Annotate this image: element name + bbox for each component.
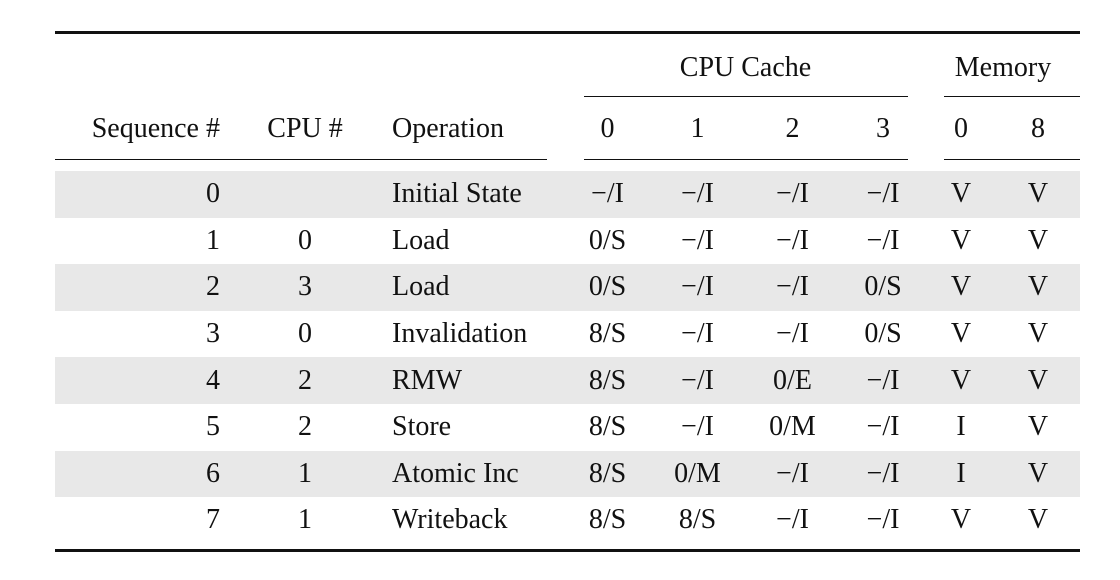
- cell-cpu: 0: [298, 318, 312, 350]
- cell-sequence: 5: [206, 411, 220, 443]
- cell-sequence: 1: [206, 224, 220, 256]
- cell-memory-8: V: [1027, 504, 1049, 536]
- cell-cache-1: −/I: [681, 318, 714, 350]
- cell-cache-1: −/I: [650, 264, 745, 311]
- cell-cache-3: 0/S: [840, 264, 926, 311]
- table-row: 7 1 Writeback 8/S 8/S −/I −/I V V: [55, 497, 1080, 544]
- bottom-rule: [55, 549, 1080, 552]
- cell-cache-0: −/I: [565, 171, 650, 218]
- cell-cpu: 0: [298, 224, 312, 256]
- table-row: 1 0 Load 0/S −/I −/I −/I V V: [55, 218, 1080, 265]
- header-cache-0: 0: [600, 112, 615, 144]
- cell-cpu: 1: [235, 450, 375, 498]
- cell-sequence: 2: [55, 264, 235, 311]
- cell-cpu: 2: [235, 357, 375, 404]
- cell-cache-3: −/I: [866, 224, 900, 256]
- cell-operation: Load: [392, 224, 450, 256]
- table-row: 0 Initial State −/I −/I −/I −/I V V: [55, 171, 1080, 218]
- cell-operation: Atomic Inc: [375, 450, 565, 498]
- header-cpu: CPU #: [267, 112, 343, 144]
- cell-memory-8: V: [996, 264, 1080, 311]
- cell-cpu: 3: [235, 264, 375, 311]
- cache-group-rule: [584, 96, 908, 97]
- cell-operation: Store: [392, 411, 452, 443]
- header-cache-1: 1: [690, 112, 705, 144]
- cell-memory-0: V: [926, 264, 996, 311]
- cell-cpu: [235, 171, 375, 218]
- cell-memory-0: V: [926, 171, 996, 218]
- cell-cache-3: −/I: [866, 411, 900, 443]
- cell-cache-0: 8/S: [565, 357, 650, 404]
- cell-cache-1: 0/M: [650, 450, 745, 498]
- cell-operation: Load: [375, 264, 565, 311]
- cell-cache-2: −/I: [776, 504, 809, 536]
- table-row: 2 3 Load 0/S −/I −/I 0/S V V: [55, 264, 1080, 311]
- cell-operation: Initial State: [375, 171, 565, 218]
- header-rule-cache: [584, 159, 908, 160]
- cell-sequence: 3: [206, 318, 220, 350]
- header-operation: Operation: [392, 112, 504, 144]
- cell-cpu: 1: [298, 504, 312, 536]
- header-memory-8: 8: [1031, 112, 1045, 144]
- header-sequence: Sequence #: [91, 112, 220, 144]
- cell-cache-0: 0/S: [565, 264, 650, 311]
- group-header-cpu-cache: CPU Cache: [679, 52, 812, 83]
- cell-cache-1: 8/S: [678, 504, 717, 536]
- header-rule-left: [55, 159, 547, 160]
- table-row: 5 2 Store 8/S −/I 0/M −/I I V: [55, 404, 1080, 451]
- cell-cache-3: −/I: [840, 450, 926, 498]
- cell-cache-2: −/I: [745, 171, 840, 218]
- cell-memory-0: I: [926, 450, 996, 498]
- cell-cache-2: −/I: [776, 318, 809, 350]
- memory-group-rule: [944, 96, 1080, 97]
- cell-cache-0: 0/S: [588, 224, 627, 256]
- cell-operation: RMW: [375, 357, 565, 404]
- cell-operation: Invalidation: [392, 318, 528, 350]
- table-row: 4 2 RMW 8/S −/I 0/E −/I V V: [55, 357, 1080, 404]
- header-memory-0: 0: [954, 112, 968, 144]
- cell-cache-3: −/I: [840, 171, 926, 218]
- cell-cache-0: 8/S: [588, 318, 627, 350]
- cell-cache-1: −/I: [681, 411, 714, 443]
- group-header-memory: Memory: [954, 52, 1052, 83]
- cell-sequence: 6: [55, 450, 235, 498]
- cell-memory-8: V: [996, 357, 1080, 404]
- header-cache-2: 2: [785, 112, 800, 144]
- cell-cache-1: −/I: [650, 171, 745, 218]
- cell-memory-0: V: [950, 224, 972, 256]
- cell-cache-3: 0/S: [864, 318, 902, 350]
- cell-cache-2: 0/E: [745, 357, 840, 404]
- cache-coherence-table: CPU Cache Memory Sequence # CPU # Operat…: [55, 40, 1080, 544]
- cell-memory-8: V: [1027, 411, 1049, 443]
- cell-operation: Writeback: [392, 504, 508, 536]
- top-rule: [55, 31, 1080, 34]
- header-cache-3: 3: [876, 112, 890, 144]
- cell-cache-1: −/I: [681, 224, 714, 256]
- cell-cache-2: 0/M: [769, 411, 816, 443]
- cell-memory-0: V: [950, 504, 972, 536]
- header-rule-memory: [944, 159, 1080, 160]
- table-row: 6 1 Atomic Inc 8/S 0/M −/I −/I I V: [55, 450, 1080, 498]
- cell-cache-0: 8/S: [588, 411, 627, 443]
- cell-memory-8: V: [996, 171, 1080, 218]
- cell-cache-0: 8/S: [565, 450, 650, 498]
- cell-sequence: 7: [206, 504, 220, 536]
- cell-memory-8: V: [1027, 224, 1049, 256]
- cell-cache-3: −/I: [866, 504, 900, 536]
- cell-cache-3: −/I: [840, 357, 926, 404]
- cell-cache-2: −/I: [745, 264, 840, 311]
- cell-cache-1: −/I: [650, 357, 745, 404]
- cell-memory-0: I: [956, 411, 966, 443]
- cell-cache-2: −/I: [776, 224, 809, 256]
- cell-memory-0: V: [950, 318, 972, 350]
- cell-memory-0: V: [926, 357, 996, 404]
- cell-memory-8: V: [1027, 318, 1049, 350]
- cell-sequence: 0: [55, 171, 235, 218]
- table-row: 3 0 Invalidation 8/S −/I −/I 0/S V V: [55, 311, 1080, 358]
- cell-sequence: 4: [55, 357, 235, 404]
- cell-memory-8: V: [996, 450, 1080, 498]
- cell-cache-0: 8/S: [588, 504, 627, 536]
- cell-cache-2: −/I: [745, 450, 840, 498]
- cell-cpu: 2: [298, 411, 312, 443]
